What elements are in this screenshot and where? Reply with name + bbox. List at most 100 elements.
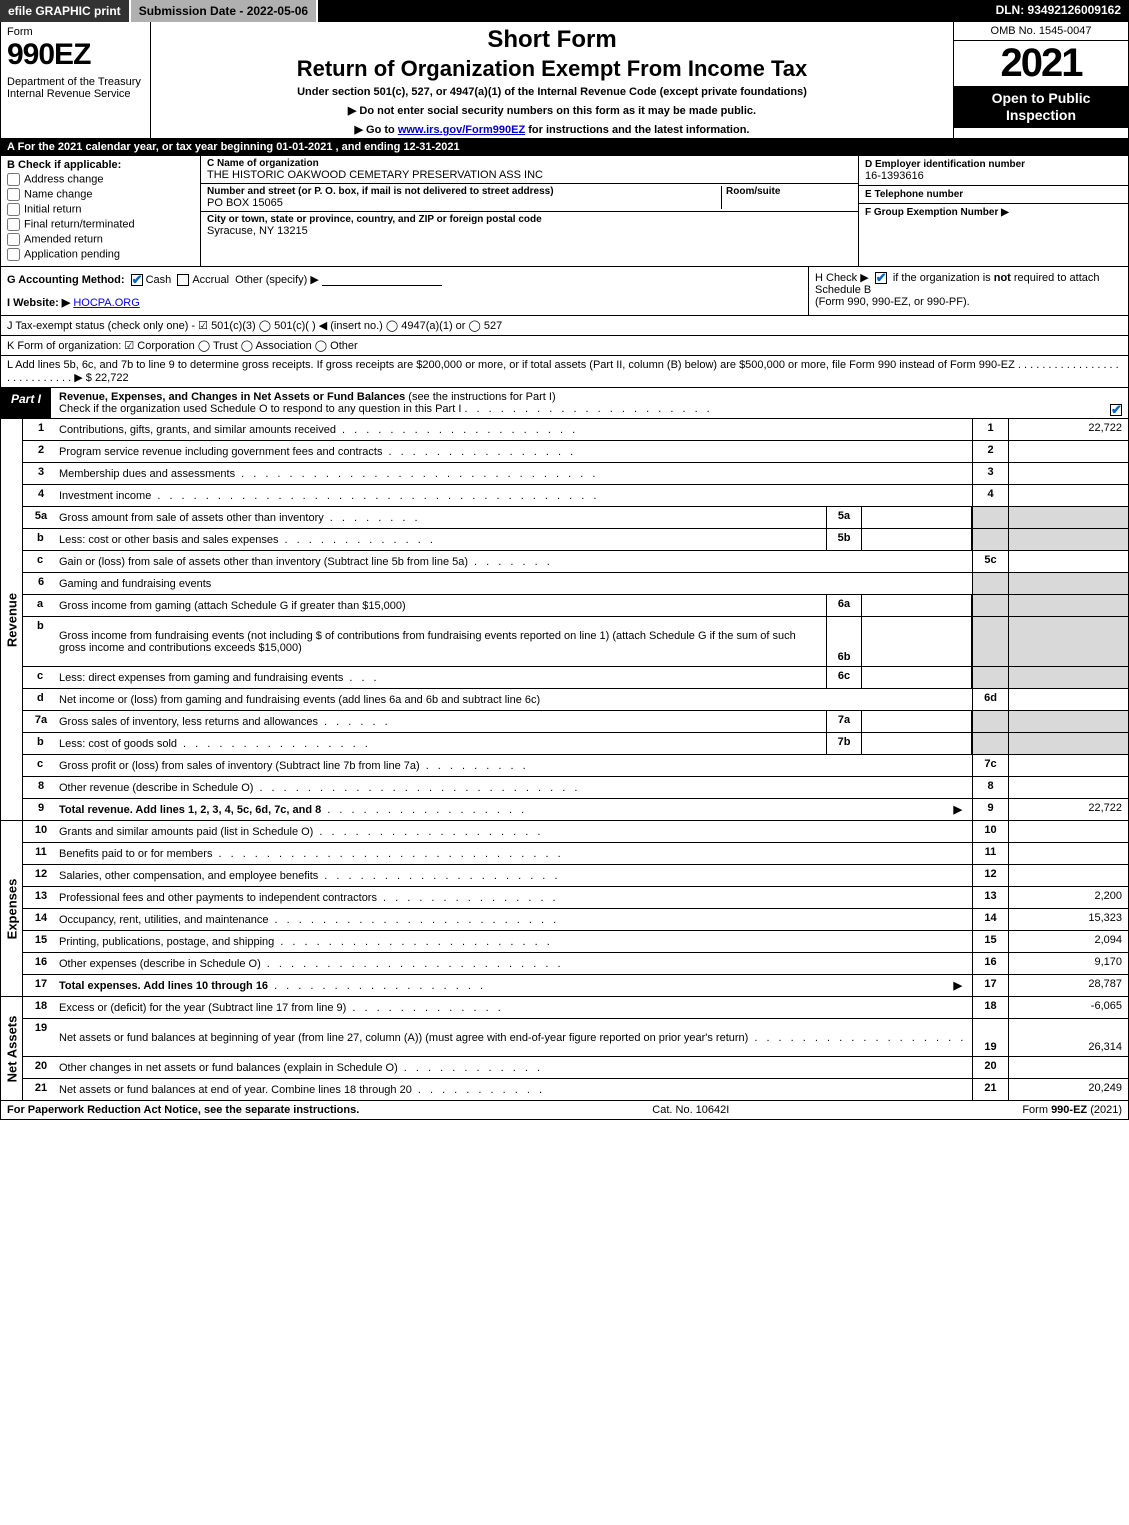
l11-rval xyxy=(1008,843,1128,864)
l7a-mn: 7a xyxy=(826,711,862,732)
l12-desc: Salaries, other compensation, and employ… xyxy=(59,865,972,886)
g-cash-checkbox[interactable] xyxy=(131,274,143,286)
l19-rval: 26,314 xyxy=(1008,1019,1128,1056)
department: Department of the Treasury Internal Reve… xyxy=(7,76,144,100)
netassets-side-text: Net Assets xyxy=(4,1015,19,1082)
part1-title-suffix: (see the instructions for Part I) xyxy=(405,391,555,403)
l5c-rnum: 5c xyxy=(972,551,1008,572)
l15-dots: . . . . . . . . . . . . . . . . . . . . … xyxy=(274,936,968,948)
l6a-desc: Gross income from gaming (attach Schedul… xyxy=(59,595,826,616)
line-20: 20 Other changes in net assets or fund b… xyxy=(23,1057,1128,1079)
section-d: D Employer identification number 16-1393… xyxy=(859,156,1128,186)
l12-text: Salaries, other compensation, and employ… xyxy=(59,870,318,882)
chk-amended-return-box[interactable] xyxy=(7,233,20,246)
g-accrual-checkbox[interactable] xyxy=(177,274,189,286)
l15-num: 15 xyxy=(23,931,59,952)
l5c-num: c xyxy=(23,551,59,572)
chk-address-change-box[interactable] xyxy=(7,173,20,186)
l5b-dots: . . . . . . . . . . . . . xyxy=(279,534,822,546)
row-l-amount: 22,722 xyxy=(95,372,129,384)
l6d-rval xyxy=(1008,689,1128,710)
l10-rnum: 10 xyxy=(972,821,1008,842)
l16-rval: 9,170 xyxy=(1008,953,1128,974)
expenses-section: Expenses 10 Grants and similar amounts p… xyxy=(0,821,1129,997)
l7c-rval xyxy=(1008,755,1128,776)
line-7b: b Less: cost of goods sold. . . . . . . … xyxy=(23,733,1128,755)
l6c-num: c xyxy=(23,667,59,688)
netassets-lines: 18 Excess or (deficit) for the year (Sub… xyxy=(23,997,1128,1101)
g-other-blank[interactable] xyxy=(322,274,442,286)
l9-dots: . . . . . . . . . . . . . . . . . xyxy=(321,804,947,816)
block-bcdef: B Check if applicable: Address change Na… xyxy=(0,156,1129,267)
chk-final-return-box[interactable] xyxy=(7,218,20,231)
l18-num: 18 xyxy=(23,997,59,1018)
l6c-text: Less: direct expenses from gaming and fu… xyxy=(59,672,343,684)
efile-print[interactable]: efile GRAPHIC print xyxy=(0,0,131,22)
city-row: City or town, state or province, country… xyxy=(201,212,858,239)
line-13: 13 Professional fees and other payments … xyxy=(23,887,1128,909)
l6a-rval-grey xyxy=(1008,595,1128,616)
subtitle-2: ▶ Do not enter social security numbers o… xyxy=(157,104,947,117)
footer-right-form: 990-EZ xyxy=(1051,1104,1087,1116)
part1-checkbox-wrap xyxy=(1104,388,1128,418)
part1-schedule-o-checkbox[interactable] xyxy=(1110,404,1122,416)
l6-rnum-grey xyxy=(972,573,1008,594)
l4-dots: . . . . . . . . . . . . . . . . . . . . … xyxy=(151,490,968,502)
row-l: L Add lines 5b, 6c, and 7b to line 9 to … xyxy=(0,356,1129,388)
chk-final-return[interactable]: Final return/terminated xyxy=(7,218,194,231)
footer-mid: Cat. No. 10642I xyxy=(652,1104,729,1116)
header-mid: Short Form Return of Organization Exempt… xyxy=(151,22,953,138)
l7a-desc: Gross sales of inventory, less returns a… xyxy=(59,711,826,732)
l7b-dots: . . . . . . . . . . . . . . . . xyxy=(177,738,822,750)
line-16: 16 Other expenses (describe in Schedule … xyxy=(23,953,1128,975)
l11-desc: Benefits paid to or for members. . . . .… xyxy=(59,843,972,864)
chk-application-pending-box[interactable] xyxy=(7,248,20,261)
section-b: B Check if applicable: Address change Na… xyxy=(1,156,201,266)
group-exemption-label: F Group Exemption Number ▶ xyxy=(865,207,1122,218)
l12-dots: . . . . . . . . . . . . . . . . . . . . xyxy=(318,870,968,882)
l3-desc: Membership dues and assessments. . . . .… xyxy=(59,463,972,484)
l7c-text: Gross profit or (loss) from sales of inv… xyxy=(59,760,420,772)
line-5b: b Less: cost or other basis and sales ex… xyxy=(23,529,1128,551)
l4-num: 4 xyxy=(23,485,59,506)
chk-name-change[interactable]: Name change xyxy=(7,188,194,201)
l19-rnum: 19 xyxy=(972,1019,1008,1056)
l14-rval: 15,323 xyxy=(1008,909,1128,930)
l21-num: 21 xyxy=(23,1079,59,1100)
line-1: 1 Contributions, gifts, grants, and simi… xyxy=(23,419,1128,441)
l5b-rnum-grey xyxy=(972,529,1008,550)
h-checkbox[interactable] xyxy=(875,272,887,284)
l18-dots: . . . . . . . . . . . . . xyxy=(346,1002,968,1014)
l4-desc: Investment income. . . . . . . . . . . .… xyxy=(59,485,972,506)
l1-dots: . . . . . . . . . . . . . . . . . . . . xyxy=(336,424,968,436)
section-e: E Telephone number xyxy=(859,186,1128,204)
l1-desc: Contributions, gifts, grants, and simila… xyxy=(59,419,972,440)
chk-amended-return[interactable]: Amended return xyxy=(7,233,194,246)
l2-rval xyxy=(1008,441,1128,462)
website-link[interactable]: HOCPA.ORG xyxy=(73,297,139,309)
h-not: not xyxy=(994,272,1011,284)
l7a-dots: . . . . . . xyxy=(318,716,822,728)
l21-text: Net assets or fund balances at end of ye… xyxy=(59,1084,412,1096)
l5c-dots: . . . . . . . xyxy=(468,556,968,568)
chk-application-pending[interactable]: Application pending xyxy=(7,248,194,261)
l16-rnum: 16 xyxy=(972,953,1008,974)
chk-initial-return-box[interactable] xyxy=(7,203,20,216)
chk-name-change-box[interactable] xyxy=(7,188,20,201)
irs-link[interactable]: www.irs.gov/Form990EZ xyxy=(398,124,525,136)
netassets-side-label: Net Assets xyxy=(1,997,23,1101)
l11-dots: . . . . . . . . . . . . . . . . . . . . … xyxy=(212,848,968,860)
l3-num: 3 xyxy=(23,463,59,484)
l6d-desc: Net income or (loss) from gaming and fun… xyxy=(59,689,972,710)
footer-right: Form 990-EZ (2021) xyxy=(1022,1104,1122,1116)
part1-sub: Check if the organization used Schedule … xyxy=(59,403,461,415)
l17-num: 17 xyxy=(23,975,59,996)
row-k: K Form of organization: ☑ Corporation ◯ … xyxy=(0,336,1129,356)
expenses-side-text: Expenses xyxy=(4,878,19,939)
street-row: Number and street (or P. O. box, if mail… xyxy=(201,184,858,212)
l6d-num: d xyxy=(23,689,59,710)
chk-address-change[interactable]: Address change xyxy=(7,173,194,186)
l10-num: 10 xyxy=(23,821,59,842)
l6a-mv xyxy=(862,595,972,616)
chk-initial-return[interactable]: Initial return xyxy=(7,203,194,216)
